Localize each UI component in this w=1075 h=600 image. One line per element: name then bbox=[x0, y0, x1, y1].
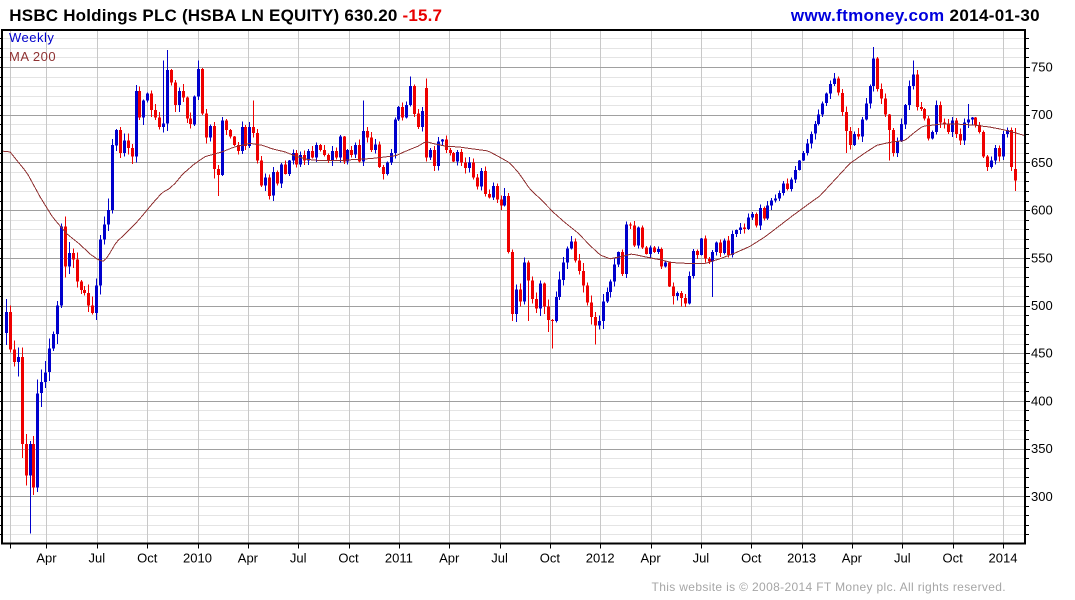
svg-text:Oct: Oct bbox=[942, 551, 963, 566]
svg-text:600: 600 bbox=[1031, 203, 1053, 218]
svg-text:650: 650 bbox=[1031, 155, 1053, 170]
svg-text:500: 500 bbox=[1031, 298, 1053, 313]
svg-text:450: 450 bbox=[1031, 346, 1053, 361]
svg-text:Oct: Oct bbox=[137, 551, 158, 566]
svg-text:Oct: Oct bbox=[338, 551, 359, 566]
svg-text:Weekly: Weekly bbox=[9, 30, 54, 45]
svg-text:MA 200: MA 200 bbox=[9, 49, 56, 64]
svg-text:Jul: Jul bbox=[894, 551, 911, 566]
svg-text:2014: 2014 bbox=[989, 551, 1018, 566]
svg-text:Apr: Apr bbox=[842, 551, 863, 566]
svg-text:2010: 2010 bbox=[183, 551, 212, 566]
svg-text:Apr: Apr bbox=[238, 551, 259, 566]
svg-text:750: 750 bbox=[1031, 60, 1053, 75]
svg-text:Jul: Jul bbox=[491, 551, 508, 566]
svg-text:400: 400 bbox=[1031, 393, 1053, 408]
svg-text:700: 700 bbox=[1031, 107, 1053, 122]
svg-text:2013: 2013 bbox=[787, 551, 816, 566]
svg-text:Jul: Jul bbox=[290, 551, 307, 566]
svg-text:300: 300 bbox=[1031, 489, 1053, 504]
svg-text:Apr: Apr bbox=[36, 551, 57, 566]
svg-text:2012: 2012 bbox=[586, 551, 615, 566]
svg-text:Jul: Jul bbox=[693, 551, 710, 566]
svg-text:Oct: Oct bbox=[540, 551, 561, 566]
svg-text:Apr: Apr bbox=[640, 551, 661, 566]
svg-text:Jul: Jul bbox=[88, 551, 105, 566]
svg-text:Oct: Oct bbox=[741, 551, 762, 566]
svg-text:550: 550 bbox=[1031, 250, 1053, 265]
svg-text:350: 350 bbox=[1031, 441, 1053, 456]
svg-text:Apr: Apr bbox=[439, 551, 460, 566]
svg-text:2011: 2011 bbox=[385, 551, 413, 566]
